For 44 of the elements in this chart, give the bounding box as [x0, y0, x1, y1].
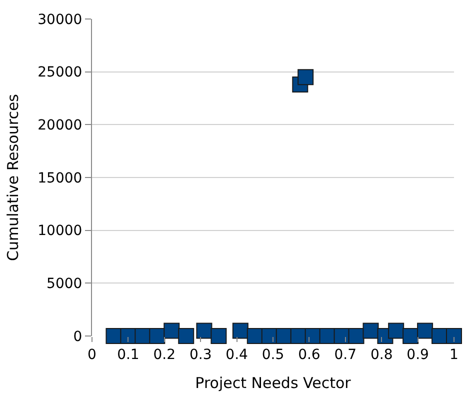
x-tick-label: 0.6	[298, 346, 320, 363]
point	[298, 69, 314, 86]
point	[164, 322, 180, 339]
point	[388, 322, 404, 339]
x-tick-label: 0.3	[189, 346, 212, 363]
point	[178, 328, 194, 344]
y-tick-label: 30000	[38, 12, 82, 28]
point	[446, 328, 462, 344]
point	[432, 328, 448, 344]
x-tick-label: 0.2	[153, 346, 176, 363]
point	[362, 322, 379, 339]
y-tick-label: 20000	[38, 118, 82, 134]
y-tick-label: 25000	[38, 64, 82, 81]
point	[276, 328, 292, 344]
x-tick-label: 0.4	[226, 346, 248, 363]
point	[304, 328, 321, 344]
point	[319, 328, 336, 344]
y-tick-label: 15000	[38, 170, 82, 186]
point	[149, 328, 166, 344]
point	[246, 328, 263, 344]
point	[348, 328, 364, 344]
x-tick-label: 0.5	[262, 346, 284, 363]
x-tick-label: 1	[450, 346, 458, 363]
x-tick-label: 0	[88, 346, 96, 363]
point	[417, 322, 434, 339]
point	[232, 322, 248, 339]
y-tick-label: 5000	[46, 276, 82, 292]
x-tick-label: 0.1	[117, 346, 140, 363]
y-tick-label: 10000	[38, 223, 82, 240]
x-tick-label: 0.7	[334, 346, 357, 363]
point	[134, 328, 151, 344]
x-tick-label: 0.9	[406, 346, 429, 363]
point	[210, 328, 227, 344]
point	[334, 328, 350, 344]
point	[290, 328, 306, 344]
point	[261, 328, 278, 344]
x-tick-label: 0.8	[370, 346, 393, 363]
x-axis-title: Project Needs Vector	[195, 374, 352, 392]
point	[106, 328, 122, 344]
point	[402, 328, 419, 344]
y-tick-label: 0	[73, 328, 82, 345]
point	[120, 328, 136, 344]
point	[196, 322, 212, 339]
y-axis-title: Cumulative Resources	[4, 94, 22, 261]
